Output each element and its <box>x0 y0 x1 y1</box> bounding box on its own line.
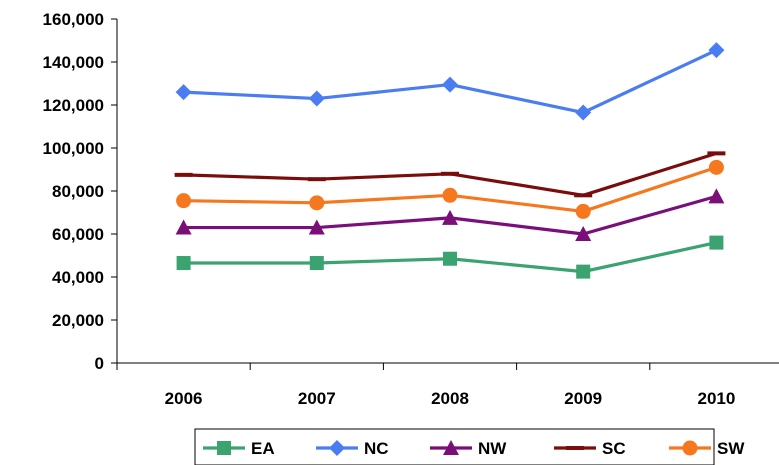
x-tick-label: 2007 <box>298 389 336 408</box>
data-point-sc <box>574 193 593 198</box>
data-point-nw <box>442 209 458 225</box>
legend-item-sw: SW <box>669 439 745 458</box>
data-point-sw <box>575 203 591 219</box>
legend-swatch-marker <box>443 440 459 455</box>
data-point-sw <box>309 195 325 211</box>
legend-label: NW <box>478 439 507 458</box>
legend-swatch-marker <box>217 441 231 455</box>
data-point-sw <box>708 159 724 175</box>
data-point-nc <box>575 104 592 121</box>
y-tick-label: 160,000 <box>43 10 104 29</box>
y-tick-label: 0 <box>95 354 104 373</box>
data-point-nc <box>308 90 325 107</box>
legend: EA NC NW SC SW <box>194 428 745 465</box>
data-point-sc <box>707 151 726 156</box>
data-point-nc <box>442 76 458 93</box>
x-tick-label: 2010 <box>697 389 735 408</box>
legend-swatch-marker <box>682 440 698 456</box>
legend-swatch-marker <box>566 446 584 450</box>
data-point-sc <box>307 177 326 182</box>
legend-label: EA <box>251 439 275 458</box>
data-point-ea <box>443 251 457 266</box>
y-tick-label: 20,000 <box>52 311 104 330</box>
data-point-ea <box>576 264 591 279</box>
series-sw <box>176 159 724 219</box>
data-point-nc <box>708 42 725 59</box>
x-axis-ticks: 2006 2007 2008 2009 2010 <box>116 363 735 408</box>
legend-label: NC <box>364 439 389 458</box>
data-point-nw <box>708 188 725 204</box>
series-ea <box>176 235 724 279</box>
y-tick-label: 80,000 <box>52 182 104 201</box>
legend-item-nc: NC <box>316 439 389 458</box>
y-tick-label: 60,000 <box>52 225 104 244</box>
series-layer <box>174 42 726 279</box>
legend-item-sc: SC <box>554 439 626 458</box>
data-point-nw <box>175 219 192 235</box>
y-tick-label: 140,000 <box>43 53 104 72</box>
y-tick-label: 40,000 <box>52 268 104 287</box>
x-tick-label: 2009 <box>564 389 602 408</box>
data-point-nw <box>308 219 325 235</box>
legend-item-nw: NW <box>430 439 507 458</box>
data-point-nw <box>575 226 592 241</box>
legend-swatch-marker <box>329 440 345 456</box>
series-nc <box>175 42 725 121</box>
legend-label: SW <box>717 439 745 458</box>
y-tick-label: 120,000 <box>43 96 104 115</box>
data-point-ea <box>309 256 324 271</box>
series-sc <box>174 151 726 198</box>
legend-label: SC <box>602 439 626 458</box>
legend-item-ea: EA <box>203 439 275 458</box>
data-point-sc <box>174 172 193 177</box>
y-axis-ticks: 0 20,000 40,000 60,000 80,000 100,000 120,000 1… <box>43 10 117 373</box>
data-point-ea <box>176 256 191 271</box>
y-tick-label: 100,000 <box>43 139 104 158</box>
data-point-sc <box>441 171 459 176</box>
data-point-sw <box>442 187 458 203</box>
data-point-sw <box>176 193 192 209</box>
x-tick-label: 2008 <box>431 389 469 408</box>
x-tick-label: 2006 <box>165 389 203 408</box>
data-point-ea <box>709 235 724 250</box>
data-point-nc <box>175 84 192 101</box>
series-nw <box>175 188 725 241</box>
